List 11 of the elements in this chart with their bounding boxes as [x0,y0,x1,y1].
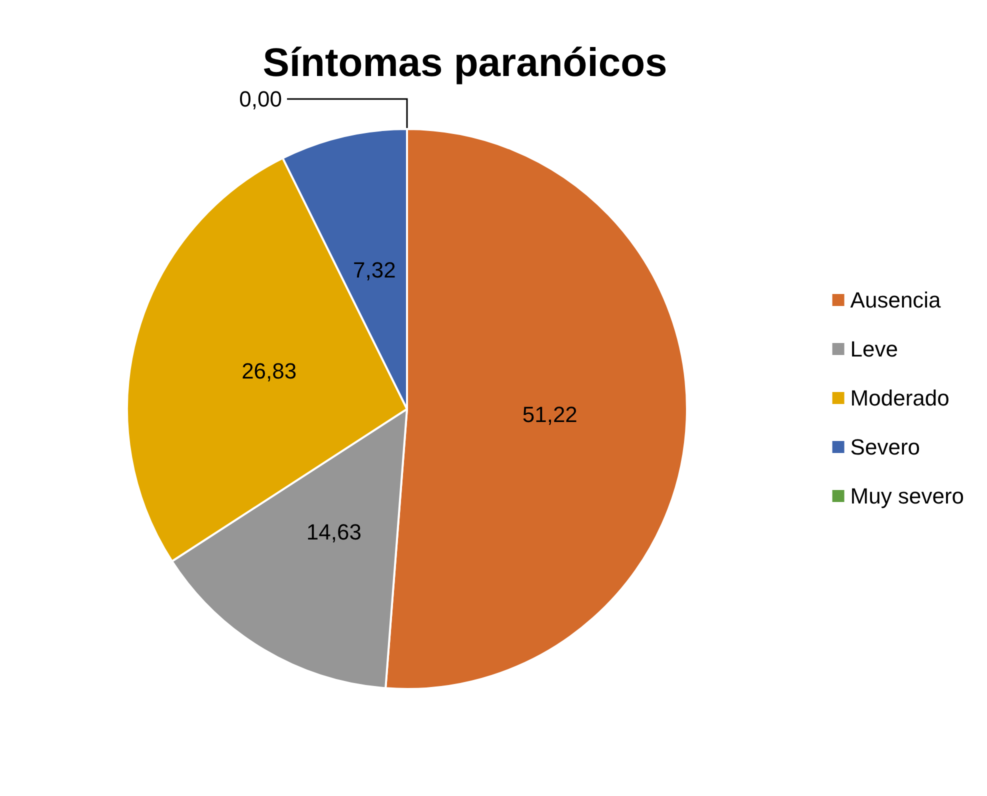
legend-label: Leve [850,336,898,362]
legend-label: Muy severo [850,484,964,508]
data-label: 7,32 [352,257,396,282]
legend-label: Severo [850,434,920,460]
legend-label: Moderado [850,386,950,410]
legend-label: Ausencia [850,288,942,312]
text: 0,00 [239,86,282,112]
data-label: 14,63 [306,519,362,544]
chart-title: Síntomas paranóicos [262,41,668,85]
data-label: 26,83 [242,358,297,384]
data-label: 51,22 [522,402,578,427]
